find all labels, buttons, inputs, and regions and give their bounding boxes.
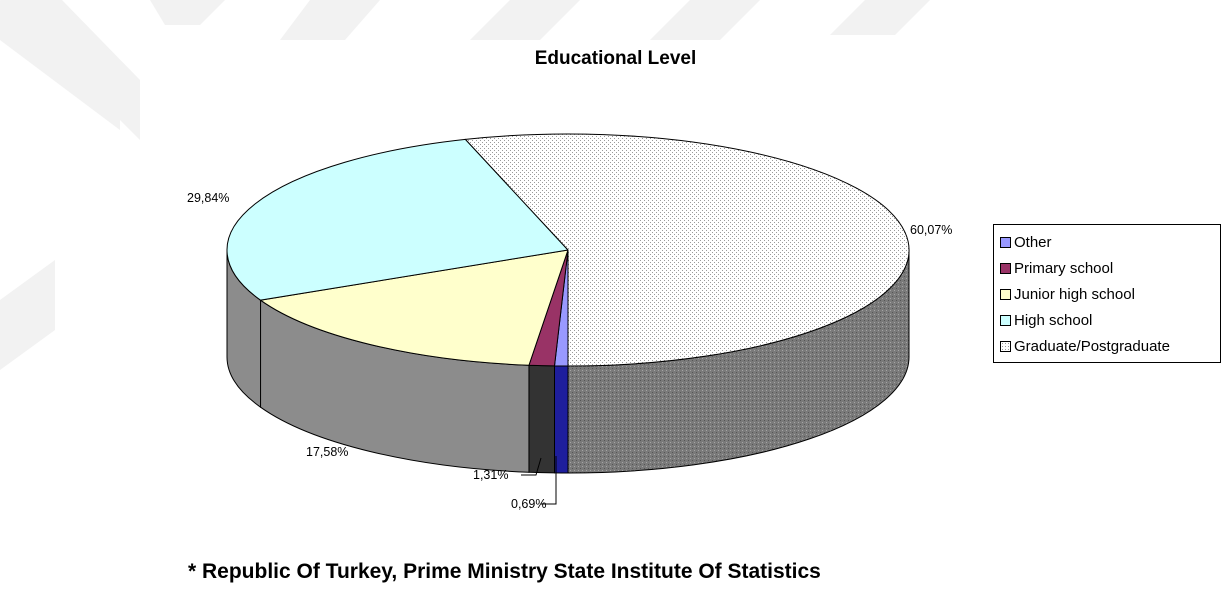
legend-item-graduate-postgraduate: Graduate/Postgraduate	[1000, 333, 1220, 359]
legend-label-graduate-postgraduate: Graduate/Postgraduate	[1014, 337, 1170, 355]
legend-swatch-graduate-postgraduate	[1000, 340, 1011, 352]
data-label-junior-high-school: 17,58%	[306, 445, 348, 459]
legend-item-junior-high-school: Junior high school	[1000, 281, 1220, 307]
data-label-graduate-postgraduate: 60,07%	[910, 223, 952, 237]
data-label-other: 0,69%	[511, 497, 546, 511]
legend-swatch-other	[1000, 236, 1011, 248]
leader-line-primary-school	[521, 457, 542, 476]
data-label-primary-school: 1,31%	[473, 468, 508, 482]
chart-title: Educational Level	[534, 48, 697, 69]
legend-label-other: Other	[1014, 233, 1052, 251]
legend-item-primary-school: Primary school	[1000, 255, 1220, 281]
data-label-high-school: 29,84%	[187, 191, 229, 205]
pie-side-other	[554, 365, 569, 474]
legend-swatch-junior-high-school	[1000, 288, 1011, 300]
legend-swatch-primary-school	[1000, 262, 1011, 274]
legend-item-other: Other	[1000, 229, 1220, 255]
pie-slice-graduate-postgraduate	[464, 133, 910, 367]
source-note: * Republic Of Turkey, Prime Ministry Sta…	[188, 560, 821, 583]
chart-legend: Other Primary school Junior high school Hig…	[993, 224, 1221, 363]
pie-slice-junior-high-school	[259, 249, 569, 366]
legend-swatch-high-school	[1000, 314, 1011, 326]
legend-label-junior-high-school: Junior high school	[1014, 285, 1135, 303]
leader-line-other	[541, 456, 557, 505]
pie-side-primary-school	[528, 364, 556, 474]
pie-slice-high-school	[226, 138, 570, 301]
legend-label-high-school: High school	[1014, 311, 1093, 329]
legend-item-high-school: High school	[1000, 307, 1220, 333]
legend-label-primary-school: Primary school	[1014, 259, 1114, 277]
